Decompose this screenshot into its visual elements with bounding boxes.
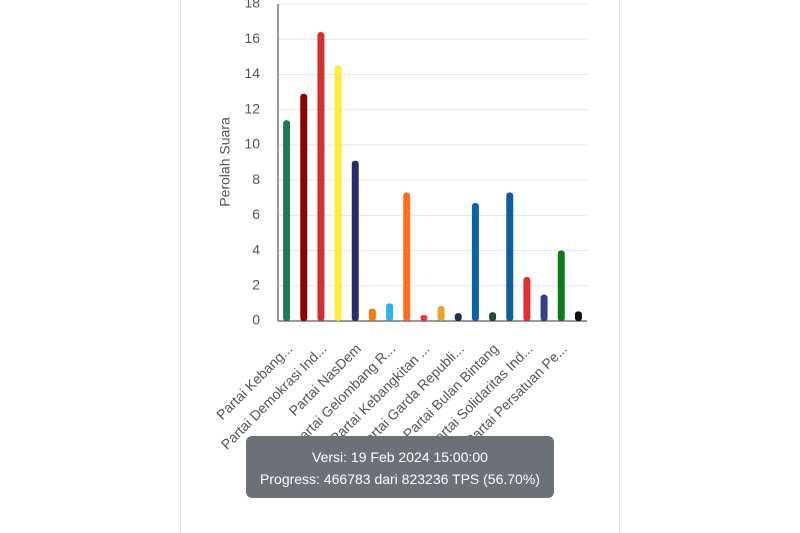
tooltip-version: Versi: 19 Feb 2024 15:00:00 <box>312 449 488 465</box>
bar <box>557 250 565 321</box>
tooltip: Versi: 19 Feb 2024 15:00:00 Progress: 46… <box>246 436 554 498</box>
y-tick-label: 6 <box>252 206 260 222</box>
bar <box>300 93 308 321</box>
bar <box>351 160 359 321</box>
y-tick-label: 0 <box>252 312 260 328</box>
y-axis-label: Perolah Suara <box>217 117 233 207</box>
bar <box>489 312 497 321</box>
bar <box>334 65 342 321</box>
y-tick-label: 10 <box>244 136 260 152</box>
bar <box>506 192 514 321</box>
bar <box>540 294 548 321</box>
bar <box>420 314 428 321</box>
bar <box>471 203 479 321</box>
y-tick-label: 2 <box>252 276 260 292</box>
bar <box>386 303 394 321</box>
bar <box>454 313 462 321</box>
y-tick-label: 12 <box>244 100 260 116</box>
bar <box>523 276 531 321</box>
bar <box>283 120 291 321</box>
bar <box>437 306 445 321</box>
tooltip-progress: Progress: 466783 dari 823236 TPS (56.70%… <box>260 471 540 487</box>
y-tick-label: 4 <box>252 241 260 257</box>
y-tick-label: 14 <box>244 65 260 81</box>
bar <box>368 308 376 321</box>
bar <box>403 192 411 321</box>
bar <box>574 311 582 321</box>
y-tick-label: 18 <box>244 0 260 11</box>
y-tick-label: 16 <box>244 30 260 46</box>
bar <box>317 32 325 322</box>
y-tick-label: 8 <box>252 171 260 187</box>
